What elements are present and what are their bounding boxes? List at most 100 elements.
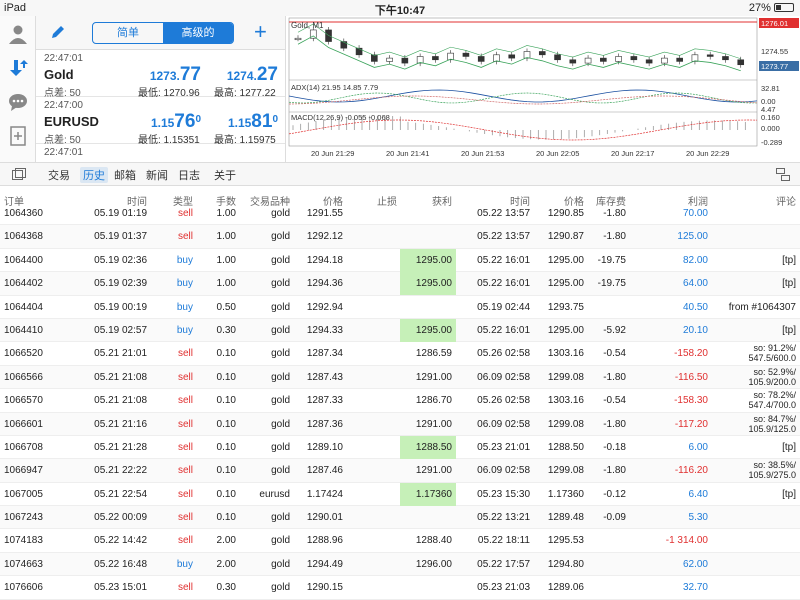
cell-order: 1064400 [4,254,43,266]
tab-2[interactable]: 邮箱 [114,170,136,182]
tab-5[interactable]: 关于 [214,170,236,182]
price-chart[interactable]: Gold, M1 ADX(14) 21.95 14.85 7.79 MACD(12,… [287,16,800,162]
tab-0[interactable]: 交易 [48,170,70,182]
cell-t1: 05.22 16:48 [94,558,147,570]
window-icon[interactable] [12,168,26,180]
cell-t2: 05.26 02:58 [477,348,530,360]
history-table: 1064360 05.19 01:19 sell 1.00 gold 1291.55 05.… [0,202,800,600]
cell-swap: -1.80 [603,465,626,477]
quote-row[interactable]: 22:47:01 Gold 点差: 50 1273.77 1274.27 最低: 1270… [36,50,285,99]
tab-1[interactable]: 历史 [80,167,108,183]
bid-main: 1273. [149,69,180,83]
table-row[interactable]: 1076606 05.23 15:01 sell 0.30 gold 1290.15 05.… [0,576,800,600]
column-header[interactable]: 手数 [216,197,236,208]
cell-t2: 05.22 16:01 [477,254,530,266]
x-tick-label: 20 Jun 21:29 [311,149,354,158]
cell-t2: 05.22 13:57 [477,208,530,219]
column-header[interactable]: 时间 [510,197,530,208]
cell-price: 1294.18 [306,254,343,266]
cell-t2: 05.23 21:03 [477,582,530,594]
table-row[interactable]: 1066601 05.21 21:16 sell 0.10 gold 1287.36 129… [0,412,800,436]
cell-swap: -0.09 [603,512,626,524]
table-row[interactable]: 1066520 05.21 21:01 sell 0.10 gold 1287.34 128… [0,342,800,366]
column-header[interactable]: 评论 [776,197,796,208]
table-row[interactable]: 1064410 05.19 02:57 buy 0.30 gold 1294.33 1295… [0,318,800,343]
trade-arrows-icon[interactable] [8,58,28,78]
candle [691,54,699,62]
cell-p2: 1299.08 [547,371,584,383]
cell-tp: 1286.70 [415,395,452,407]
split-view-icon[interactable] [776,168,790,181]
chart-background [287,16,800,162]
candle [630,56,638,61]
table-row[interactable]: 1074663 05.22 16:48 buy 2.00 gold 1294.49 1296… [0,552,800,577]
candle [676,57,683,62]
candle [615,56,622,62]
take-profit-highlight [400,248,456,272]
ask-sup: 0 [272,114,278,125]
cell-lots: 0.10 [216,465,236,477]
table-row[interactable]: 1066947 05.21 22:22 sell 0.10 gold 1287.46 129… [0,459,800,483]
quote-low: 最低: 1.15351 [138,135,200,146]
cell-t1: 05.19 01:37 [94,231,147,243]
table-row[interactable]: 1067005 05.21 22:54 sell 0.10 eurusd 1.17424 1… [0,482,800,507]
cell-order: 1074663 [4,558,43,570]
cell-type: sell [177,582,193,594]
column-header[interactable]: 交易品种 [250,197,290,208]
cell-p2: 1.17360 [547,488,584,500]
new-document-icon[interactable] [8,126,28,146]
cell-sym: gold [271,535,290,547]
bid-sup: 0 [195,114,201,125]
x-tick-label: 20 Jun 22:05 [536,149,579,158]
account-icon[interactable] [8,24,28,44]
cell-lots: 2.00 [216,535,236,547]
candle [355,47,363,56]
table-row[interactable]: 1066570 05.21 21:08 sell 0.10 gold 1287.33 128… [0,389,800,413]
cell-p2: 1288.50 [547,441,584,453]
mode-simple-button[interactable]: 简单 [117,27,139,39]
mode-advanced-button[interactable]: 高级的 [163,23,233,43]
column-header[interactable]: 时间 [127,197,147,208]
column-header[interactable]: 利润 [688,197,708,208]
cell-lots: 0.10 [216,441,236,453]
table-row[interactable]: 1064400 05.19 02:36 buy 1.00 gold 1294.18 1295… [0,248,800,273]
column-header[interactable]: 价格 [564,197,584,208]
column-header[interactable]: 订单 [4,197,24,208]
quote-row[interactable]: 22:47:01 [36,144,285,162]
table-row[interactable]: 1064360 05.19 01:19 sell 1.00 gold 1291.55 05.… [0,202,800,226]
cell-p2: 1295.00 [547,254,584,266]
edit-pencil-icon[interactable] [50,24,66,40]
column-header[interactable]: 价格 [323,197,343,208]
column-header[interactable]: 获利 [432,197,452,208]
add-symbol-icon[interactable]: + [254,19,267,44]
quote-time: 22:47:00 [44,100,83,111]
quote-row[interactable]: 22:47:00 EURUSD 点差: 50 1.15760 1.15810 最低: 1.… [36,97,285,146]
comment-line2: 547.4/700.0 [748,400,796,411]
table-row[interactable]: 1074183 05.22 14:42 sell 2.00 gold 1288.96 128… [0,529,800,553]
cell-tp: 1288.50 [415,441,452,453]
table-row[interactable]: 1066566 05.21 21:08 sell 0.10 gold 1287.43 129… [0,365,800,390]
column-header[interactable]: 止损 [377,197,397,208]
table-row[interactable]: 1064368 05.19 01:37 sell 1.00 gold 1292.12 05.… [0,225,800,249]
tab-4[interactable]: 日志 [178,170,200,182]
cell-price: 1290.15 [306,582,343,594]
comment-line1: so: 78.2%/ [753,390,796,401]
table-row[interactable]: 1067243 05.22 00:09 sell 0.10 gold 1290.01 05.… [0,506,800,530]
cell-order: 1066566 [4,371,43,383]
column-header[interactable]: 类型 [173,197,193,208]
chat-icon[interactable] [8,92,28,112]
x-tick-label: 20 Jun 22:29 [686,149,729,158]
column-header[interactable]: 库存费 [596,197,626,208]
table-row[interactable]: 1064402 05.19 02:39 buy 1.00 gold 1294.36 1295… [0,272,800,296]
table-row[interactable]: 1064404 05.19 00:19 buy 0.50 gold 1292.94 05.1… [0,296,800,319]
mode-segmented-control: 简单 高级的 [92,22,234,44]
cell-t2: 05.26 02:58 [477,395,530,407]
cell-t1: 05.21 22:22 [94,465,147,477]
tab-3[interactable]: 新闻 [146,170,168,182]
cell-order: 1064410 [4,324,43,336]
cell-p2: 1295.00 [547,278,584,290]
battery-status: 27% [749,2,794,14]
cell-lots: 0.10 [216,395,236,407]
quote-symbol: Gold [44,67,74,82]
table-row[interactable]: 1066708 05.21 21:28 sell 0.10 gold 1289.10 128… [0,435,800,460]
